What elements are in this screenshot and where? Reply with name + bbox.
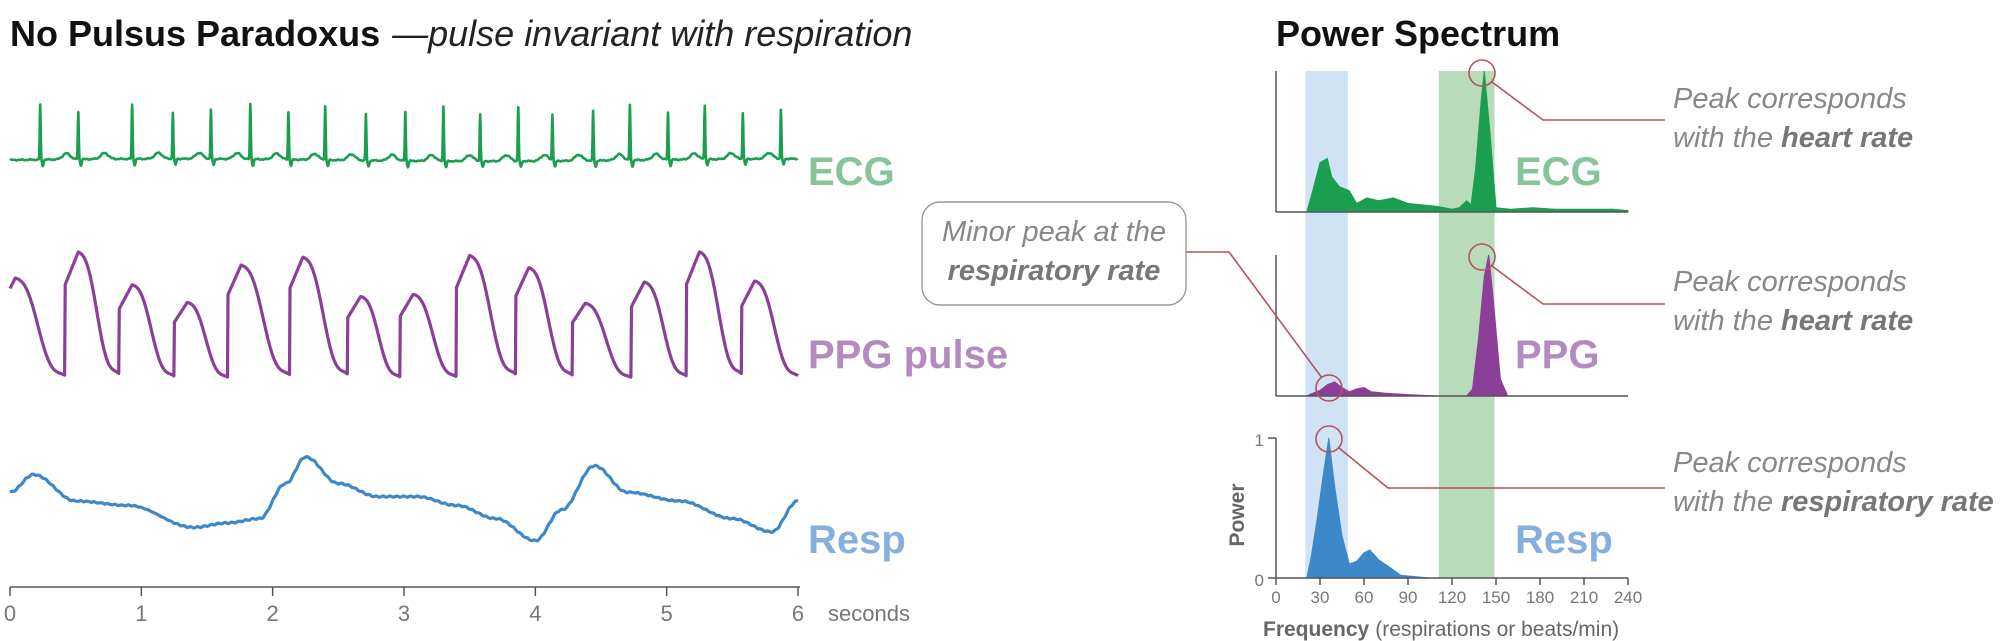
minor-peak-line2: respiratory rate	[948, 255, 1161, 287]
callouts: Minor peak at the respiratory rate Peak …	[921, 59, 1994, 518]
ecg-anno-bold: heart rate	[1781, 122, 1913, 154]
resp-peak-leader	[1338, 447, 1665, 489]
subtitle-pre: pulse	[427, 13, 524, 54]
ecg-trace	[9, 102, 799, 169]
time-tick-label-1: 1	[135, 601, 147, 626]
ppg-anno-bold: heart rate	[1781, 305, 1913, 337]
time-tick-label-3: 3	[398, 601, 410, 626]
y-tick-1: 1	[1255, 431, 1264, 450]
spectrum-ppg-label: PPG	[1515, 333, 1599, 377]
time-tick-label-0: 0	[4, 601, 16, 626]
spectrum-x-tick-label-2: 60	[1355, 588, 1374, 607]
main-title: No Pulsus Paradoxus	[10, 13, 380, 54]
x-axis-label: Frequency	[1263, 618, 1370, 641]
minor-peak-bold: respiratory rate	[948, 255, 1161, 287]
power-spectrum: 0 30 60 90 120 150 180 210 240 ECG PPG Resp 1 0 …	[1226, 70, 1642, 641]
time-tick-label-4: 4	[529, 601, 541, 626]
minor-peak-box	[921, 201, 1187, 306]
ppg-peak-leader	[1491, 265, 1665, 305]
ecg-peak-leader	[1491, 81, 1665, 121]
spectrum-title: Power Spectrum	[1276, 13, 1560, 54]
time-signals: ECG PPG pulse Resp	[8, 102, 1008, 562]
spectrum-area-ecg	[1306, 70, 1629, 213]
y-axis-label: Power	[1226, 483, 1249, 546]
x-axis-title: Frequency (respirations or beats/min)	[1263, 618, 1619, 641]
ppg-anno-pre: with the	[1673, 305, 1781, 337]
resp-anno-bold: respiratory rate	[1781, 486, 1994, 518]
ppg-anno-line1: Peak corresponds	[1673, 266, 1907, 298]
spectrum-x-tick-label-6: 180	[1526, 588, 1554, 607]
time-tick-label-6: 6	[792, 601, 804, 626]
resp-anno-pre: with the	[1673, 486, 1781, 518]
ecg-peak-circle	[1468, 59, 1496, 87]
spectrum-ecg-label: ECG	[1515, 150, 1602, 194]
ecg-anno-line1: Peak corresponds	[1673, 83, 1907, 115]
spectrum-x-tick-label-5: 150	[1482, 588, 1510, 607]
y-tick-0: 0	[1255, 571, 1264, 590]
ppg-trace	[8, 250, 800, 379]
spectrum-x-tick-label-4: 120	[1438, 588, 1466, 607]
title-dash: —	[391, 13, 429, 54]
minor-peak-leader	[1186, 251, 1323, 379]
time-tick-label-2: 2	[267, 601, 279, 626]
ecg-signal-label: ECG	[808, 150, 895, 194]
time-axis-label: seconds	[828, 601, 910, 626]
x-axis-note: (respirations or beats/min)	[1375, 618, 1619, 641]
ppg-anno-line2: with the heart rate	[1673, 305, 1913, 337]
minor-peak-circle	[1315, 374, 1343, 402]
time-tick-label-5: 5	[661, 601, 673, 626]
subtitle-highlight: invariant	[524, 13, 662, 54]
spectrum-x-tick-label-7: 210	[1570, 588, 1598, 607]
main-title-line: No Pulsus Paradoxus —pulse invariant with…	[10, 13, 912, 54]
resp-peak-circle	[1315, 425, 1343, 453]
minor-peak-line1: Minor peak at the	[942, 216, 1166, 248]
spectrum-x-tick-label-0: 0	[1271, 588, 1280, 607]
ppg-peak-circle	[1468, 243, 1496, 271]
subtitle-post: with respiration	[660, 13, 912, 54]
ppg-signal-label: PPG pulse	[808, 333, 1008, 377]
resp-signal-label: Resp	[808, 518, 906, 562]
ecg-anno-pre: with the	[1673, 122, 1781, 154]
spectrum-resp-label: Resp	[1515, 518, 1613, 562]
time-axis: seconds 0 1 2 3 4 5 6	[4, 586, 910, 626]
ecg-anno-line2: with the heart rate	[1673, 122, 1913, 154]
resp-trace	[9, 454, 799, 543]
spectrum-x-tick-label-8: 240	[1614, 588, 1642, 607]
spectrum-x-tick-label-3: 90	[1399, 588, 1418, 607]
resp-anno-line1: Peak corresponds	[1673, 447, 1907, 479]
resp-anno-line2: with the respiratory rate	[1673, 486, 1994, 518]
spectrum-x-tick-label-1: 30	[1311, 588, 1330, 607]
spectrum-area-resp	[1306, 437, 1628, 579]
